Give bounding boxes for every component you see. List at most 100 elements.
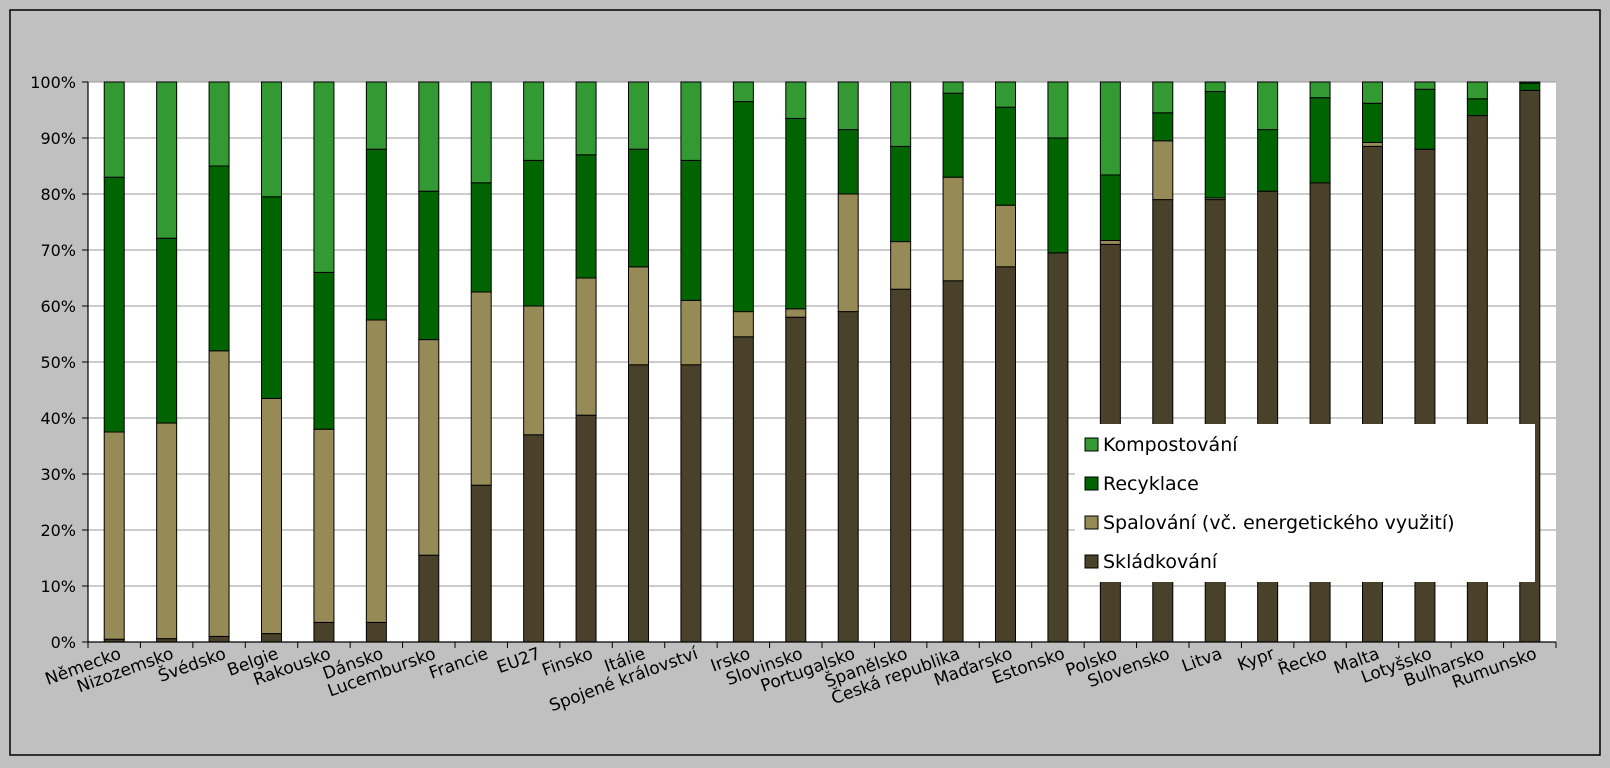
bar-segment [942,81,964,94]
legend-label: Kompostování [1103,434,1238,456]
bar-segment [1152,140,1174,201]
bar-segment [680,364,702,643]
bar-segment [1204,91,1226,199]
y-tick-label: 70% [40,241,76,260]
legend-swatch [1084,476,1099,491]
bar-segment [1414,88,1436,150]
bar-segment [837,193,859,313]
bar-segment [261,196,282,399]
bar-segment [1309,97,1331,184]
y-tick-label: 10% [40,577,76,596]
bar-segment [575,154,597,279]
y-tick-label: 80% [40,185,76,204]
bar-segment [575,81,597,156]
bar-segment [628,266,649,366]
bar-segment [365,148,387,321]
bar-segment [890,288,912,643]
bar-segment [1047,81,1069,139]
bar-segment [837,129,859,195]
bar-segment [523,434,545,643]
legend-swatch [1084,554,1099,569]
legend-label: Skládkování [1103,551,1218,573]
bar-segment [995,266,1016,643]
bar-segment [732,81,754,103]
bar-segment [1414,81,1436,90]
bar-segment [942,176,964,282]
bar-segment [365,319,387,623]
bar-segment [837,81,859,131]
bar-segment [1204,81,1226,93]
bar-segment [995,106,1016,206]
bar-segment [732,311,754,338]
bar-segment [1466,98,1488,117]
bar-segment [785,81,807,119]
bar-segment [1309,81,1331,99]
bar-segment [418,190,440,341]
legend: Kompostování Recyklace Spalování (vč. ener… [1075,424,1535,582]
bar-segment [365,621,387,643]
bar-segment [1047,137,1069,254]
bar-segment [208,81,230,167]
legend-swatch [1084,437,1099,452]
bar-segment [1152,112,1174,142]
bar-segment [208,350,230,637]
bar-segment [1362,141,1383,147]
bar-segment [313,271,335,430]
bar-segment [785,316,807,643]
bar-segment [890,145,912,243]
axes [87,82,1557,648]
bar-segment [1519,81,1541,84]
bar-segment [628,364,649,643]
bar-segment [103,81,125,178]
bar-segment [628,81,649,150]
bar-segment [156,237,178,424]
bar-segment [1152,81,1174,114]
bar-segment [680,81,702,161]
bar-segment [156,422,178,640]
bar-segment [470,291,492,486]
bar-segment [732,336,754,643]
y-tick-label: 20% [40,521,76,540]
bar-segment [995,81,1016,108]
bar-segment [1362,81,1383,104]
y-tick-label: 50% [40,353,76,372]
legend-box [1075,424,1535,582]
bar-segment [785,308,807,318]
bar-segment [418,339,440,556]
legend-swatch [1084,515,1099,530]
bar-segment [680,159,702,301]
bar-segment [208,165,230,352]
bar-segment [470,484,492,643]
bar-segment [1257,81,1279,131]
bar-segment [418,81,440,192]
bar-segment [523,81,545,161]
bar-segment [470,182,492,293]
y-tick-label: 30% [40,465,76,484]
bar-segment [261,81,282,198]
bar-segment [890,81,912,147]
bars [103,81,1541,643]
bar-segment [1466,81,1488,100]
y-tick-label: 100% [30,73,76,92]
legend-label: Spalování (vč. energetického využití) [1103,512,1455,534]
bar-segment [1099,81,1121,176]
bar-segment [470,81,492,184]
bar-segment [523,305,545,436]
bar-segment [313,621,335,643]
bar-segment [261,633,282,643]
bar-segment [732,101,754,313]
y-axis-ticks: 0% 10% 20% 30% 40% 50% 60% 70% 80% 90% 100% [30,73,88,652]
bar-segment [1099,239,1121,245]
bar-segment [103,176,125,433]
bar-segment [156,81,178,239]
bar-segment [365,81,387,150]
bar-segment [1099,174,1121,241]
bar-segment [995,204,1016,268]
bar-segment [942,280,964,643]
bar-segment [837,311,859,643]
bar-segment [1047,252,1069,643]
legend-label: Recyklace [1103,473,1199,495]
y-tick-label: 90% [40,129,76,148]
